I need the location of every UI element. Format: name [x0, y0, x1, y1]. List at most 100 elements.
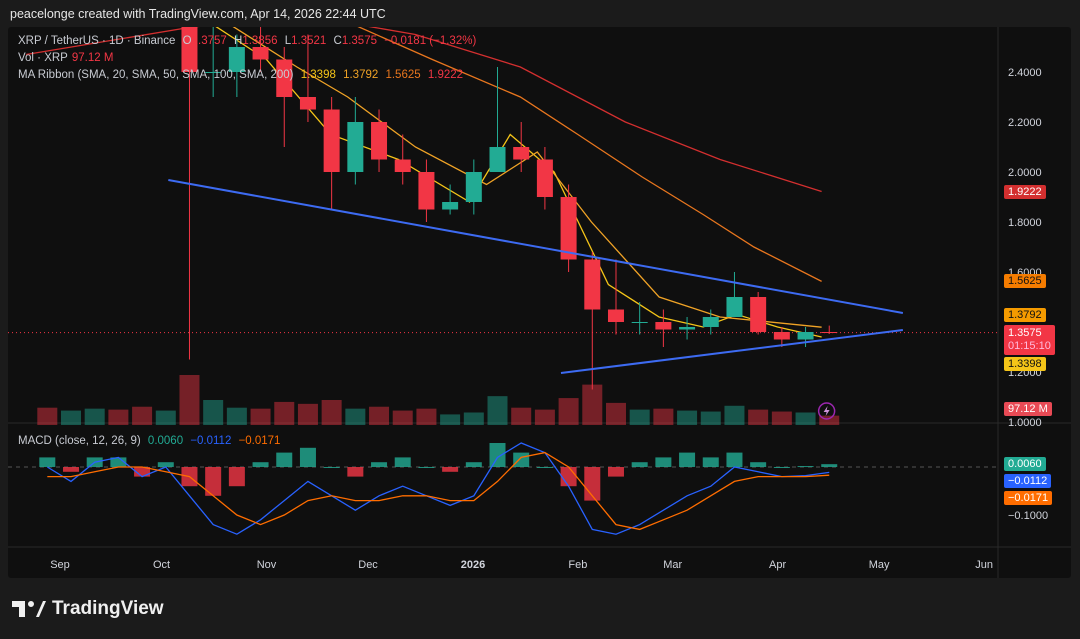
- candle-body: [228, 47, 245, 72]
- change-value: −0.0181 (−1.32%): [384, 35, 477, 47]
- candle-body: [181, 27, 198, 72]
- candle-body: [323, 109, 340, 172]
- volume-bar: [700, 411, 721, 425]
- volume-bar: [511, 407, 532, 425]
- candle-body: [205, 72, 222, 73]
- macd-histogram-bar: [560, 467, 577, 487]
- candle-body: [489, 147, 506, 172]
- macd-histogram-bar: [489, 443, 506, 467]
- candle-body: [394, 159, 411, 172]
- volume-bar: [61, 410, 81, 425]
- macd-histogram-bar: [299, 447, 316, 467]
- signal-tag: −0.0171: [1004, 491, 1053, 505]
- macd-histogram-bar: [702, 457, 719, 467]
- macd-histogram-bar: [631, 462, 648, 467]
- candle-body: [750, 297, 767, 332]
- macd-histogram-bar: [750, 462, 767, 467]
- candle-body: [513, 147, 530, 160]
- macd-line: [46, 442, 830, 535]
- volume-bar: [297, 403, 318, 425]
- macd-histogram-bar: [679, 452, 696, 467]
- symbol-legend: XRP / TetherUS · 1D · Binance O1.3757 H1…: [18, 35, 477, 47]
- time-tick-label: Sep: [50, 559, 70, 571]
- macd-histogram-bar: [371, 462, 388, 467]
- macd-histogram-bar: [513, 452, 530, 467]
- volume-bar: [250, 408, 271, 425]
- macd-histogram-bar: [536, 467, 553, 468]
- candle-body: [773, 332, 790, 340]
- volume-bar: [771, 411, 792, 425]
- candle-body: [442, 202, 459, 210]
- top-bar: peacelonge created with TradingView.com,…: [0, 0, 1080, 28]
- volume-bar: [345, 408, 366, 425]
- macd-histogram-bar: [655, 457, 672, 467]
- candle-body: [252, 47, 269, 60]
- tradingview-logo[interactable]: TradingView: [12, 598, 164, 620]
- candle-body: [371, 122, 388, 160]
- time-tick-label: Mar: [663, 559, 682, 571]
- volume-bar: [677, 410, 698, 425]
- candle-body: [465, 172, 482, 202]
- macd-tick-label: −0.1000: [1008, 510, 1048, 522]
- volume-bar: [108, 409, 129, 425]
- trendline: [560, 329, 903, 374]
- volume-bar: [179, 375, 200, 425]
- macd-histogram-bar: [394, 457, 411, 467]
- time-tick-label: Dec: [358, 559, 378, 571]
- credit-text: peacelonge created with TradingView.com,…: [10, 7, 386, 21]
- volume-bar: [440, 414, 461, 425]
- ma-legend: MA Ribbon (SMA, 20, SMA, 50, SMA, 100, S…: [18, 69, 464, 81]
- volume-bar: [274, 401, 295, 425]
- volume-bar: [724, 405, 745, 425]
- trendline: [168, 179, 904, 314]
- ma50-value: 1.3792: [343, 69, 379, 81]
- macd-histogram-bar: [773, 467, 790, 468]
- macd-histogram-bar: [39, 457, 56, 467]
- candle-body: [584, 259, 601, 310]
- volume-bar: [416, 408, 437, 425]
- macd-histogram-bar: [821, 464, 838, 467]
- price-tick-label: 2.0000: [1008, 167, 1042, 179]
- macd-histogram-bar: [347, 467, 364, 477]
- volume-bar: [203, 400, 224, 425]
- candle-body: [655, 322, 672, 330]
- volume-bar: [37, 407, 58, 425]
- macd-histogram-bar: [134, 467, 151, 477]
- volume-bar: [132, 406, 153, 425]
- open-value: 1.3757: [191, 35, 227, 47]
- chart-panel[interactable]: 2.4000 2.2000 2.0000 1.8000 1.6000 1.2000 1.00…: [8, 27, 1071, 578]
- candle-body: [418, 172, 435, 210]
- time-tick-label: Jun: [975, 559, 993, 571]
- ma20-tag: 1.3398: [1004, 357, 1046, 371]
- volume-tag: 97.12 M: [1004, 402, 1052, 416]
- macd-histogram-bar: [584, 467, 601, 501]
- macd-histogram-bar: [63, 467, 79, 472]
- macd-histogram-bar: [797, 466, 814, 468]
- ma20-value: 1.3398: [300, 69, 336, 81]
- volume-bar: [795, 412, 816, 425]
- symbol-title[interactable]: XRP / TetherUS · 1D · Binance: [18, 35, 176, 47]
- volume-bar: [748, 409, 769, 425]
- macd-histogram-bar: [607, 467, 624, 477]
- candle-body: [726, 297, 743, 317]
- volume-bar: [605, 402, 626, 425]
- macd-histogram-bar: [276, 452, 293, 467]
- time-tick-label: Oct: [153, 559, 170, 571]
- ma50-tag: 1.3792: [1004, 308, 1046, 322]
- time-tick-label: Feb: [568, 559, 587, 571]
- macd-histogram-bar: [228, 467, 245, 487]
- price-chart[interactable]: 2.40002.20002.00001.80001.60001.20001.00…: [8, 27, 1071, 578]
- signal-value: −0.0171: [238, 435, 281, 447]
- macd-histogram-bar: [252, 462, 269, 467]
- lightning-glyph: [823, 406, 830, 416]
- candle-body: [797, 332, 814, 340]
- ma-line: [232, 27, 822, 328]
- hist-tag: 0.0060: [1004, 457, 1046, 471]
- price-tick-label: 2.4000: [1008, 67, 1042, 79]
- candle-body: [347, 122, 364, 172]
- price-tick-label: 1.0000: [1008, 417, 1042, 429]
- volume-bar: [226, 407, 247, 425]
- candle-body: [276, 59, 293, 97]
- tv-logo-icon: [12, 601, 46, 617]
- volume-bar: [84, 408, 105, 425]
